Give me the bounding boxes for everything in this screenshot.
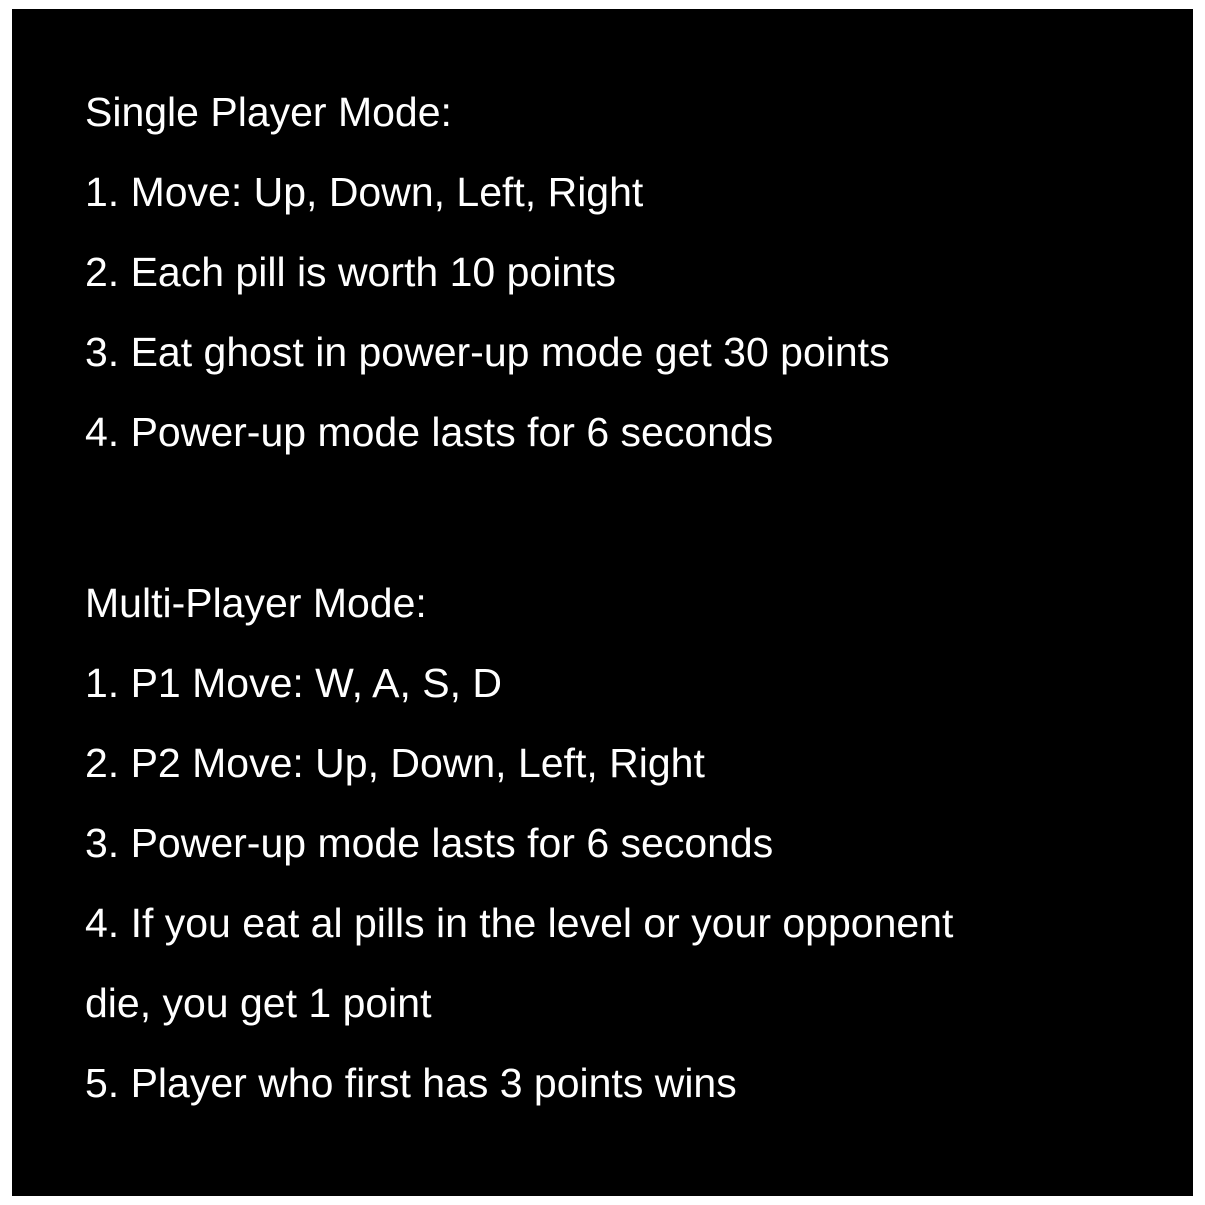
multi-player-rule-4: 4. If you eat al pills in the level or y… (85, 900, 954, 946)
single-player-rule-4: 4. Power-up mode lasts for 6 seconds (85, 409, 774, 455)
multi-player-rule-3: 3. Power-up mode lasts for 6 seconds (85, 820, 774, 866)
single-player-rule-1: 1. Move: Up, Down, Left, Right (85, 169, 644, 215)
multi-player-rule-5: 5. Player who first has 3 points wins (85, 1060, 737, 1106)
multi-player-rule-4-continued: die, you get 1 point (85, 980, 432, 1026)
single-player-heading: Single Player Mode: (85, 89, 452, 135)
single-player-rule-3: 3. Eat ghost in power-up mode get 30 poi… (85, 329, 890, 375)
multi-player-rule-2: 2. P2 Move: Up, Down, Left, Right (85, 740, 705, 786)
instructions-text: Single Player Mode: 1. Move: Up, Down, L… (85, 72, 1180, 1123)
single-player-rule-2: 2. Each pill is worth 10 points (85, 249, 616, 295)
instructions-panel: Single Player Mode: 1. Move: Up, Down, L… (12, 9, 1193, 1196)
section-spacer (85, 472, 1180, 563)
multi-player-heading: Multi-Player Mode: (85, 580, 427, 626)
multi-player-rule-1: 1. P1 Move: W, A, S, D (85, 660, 502, 706)
